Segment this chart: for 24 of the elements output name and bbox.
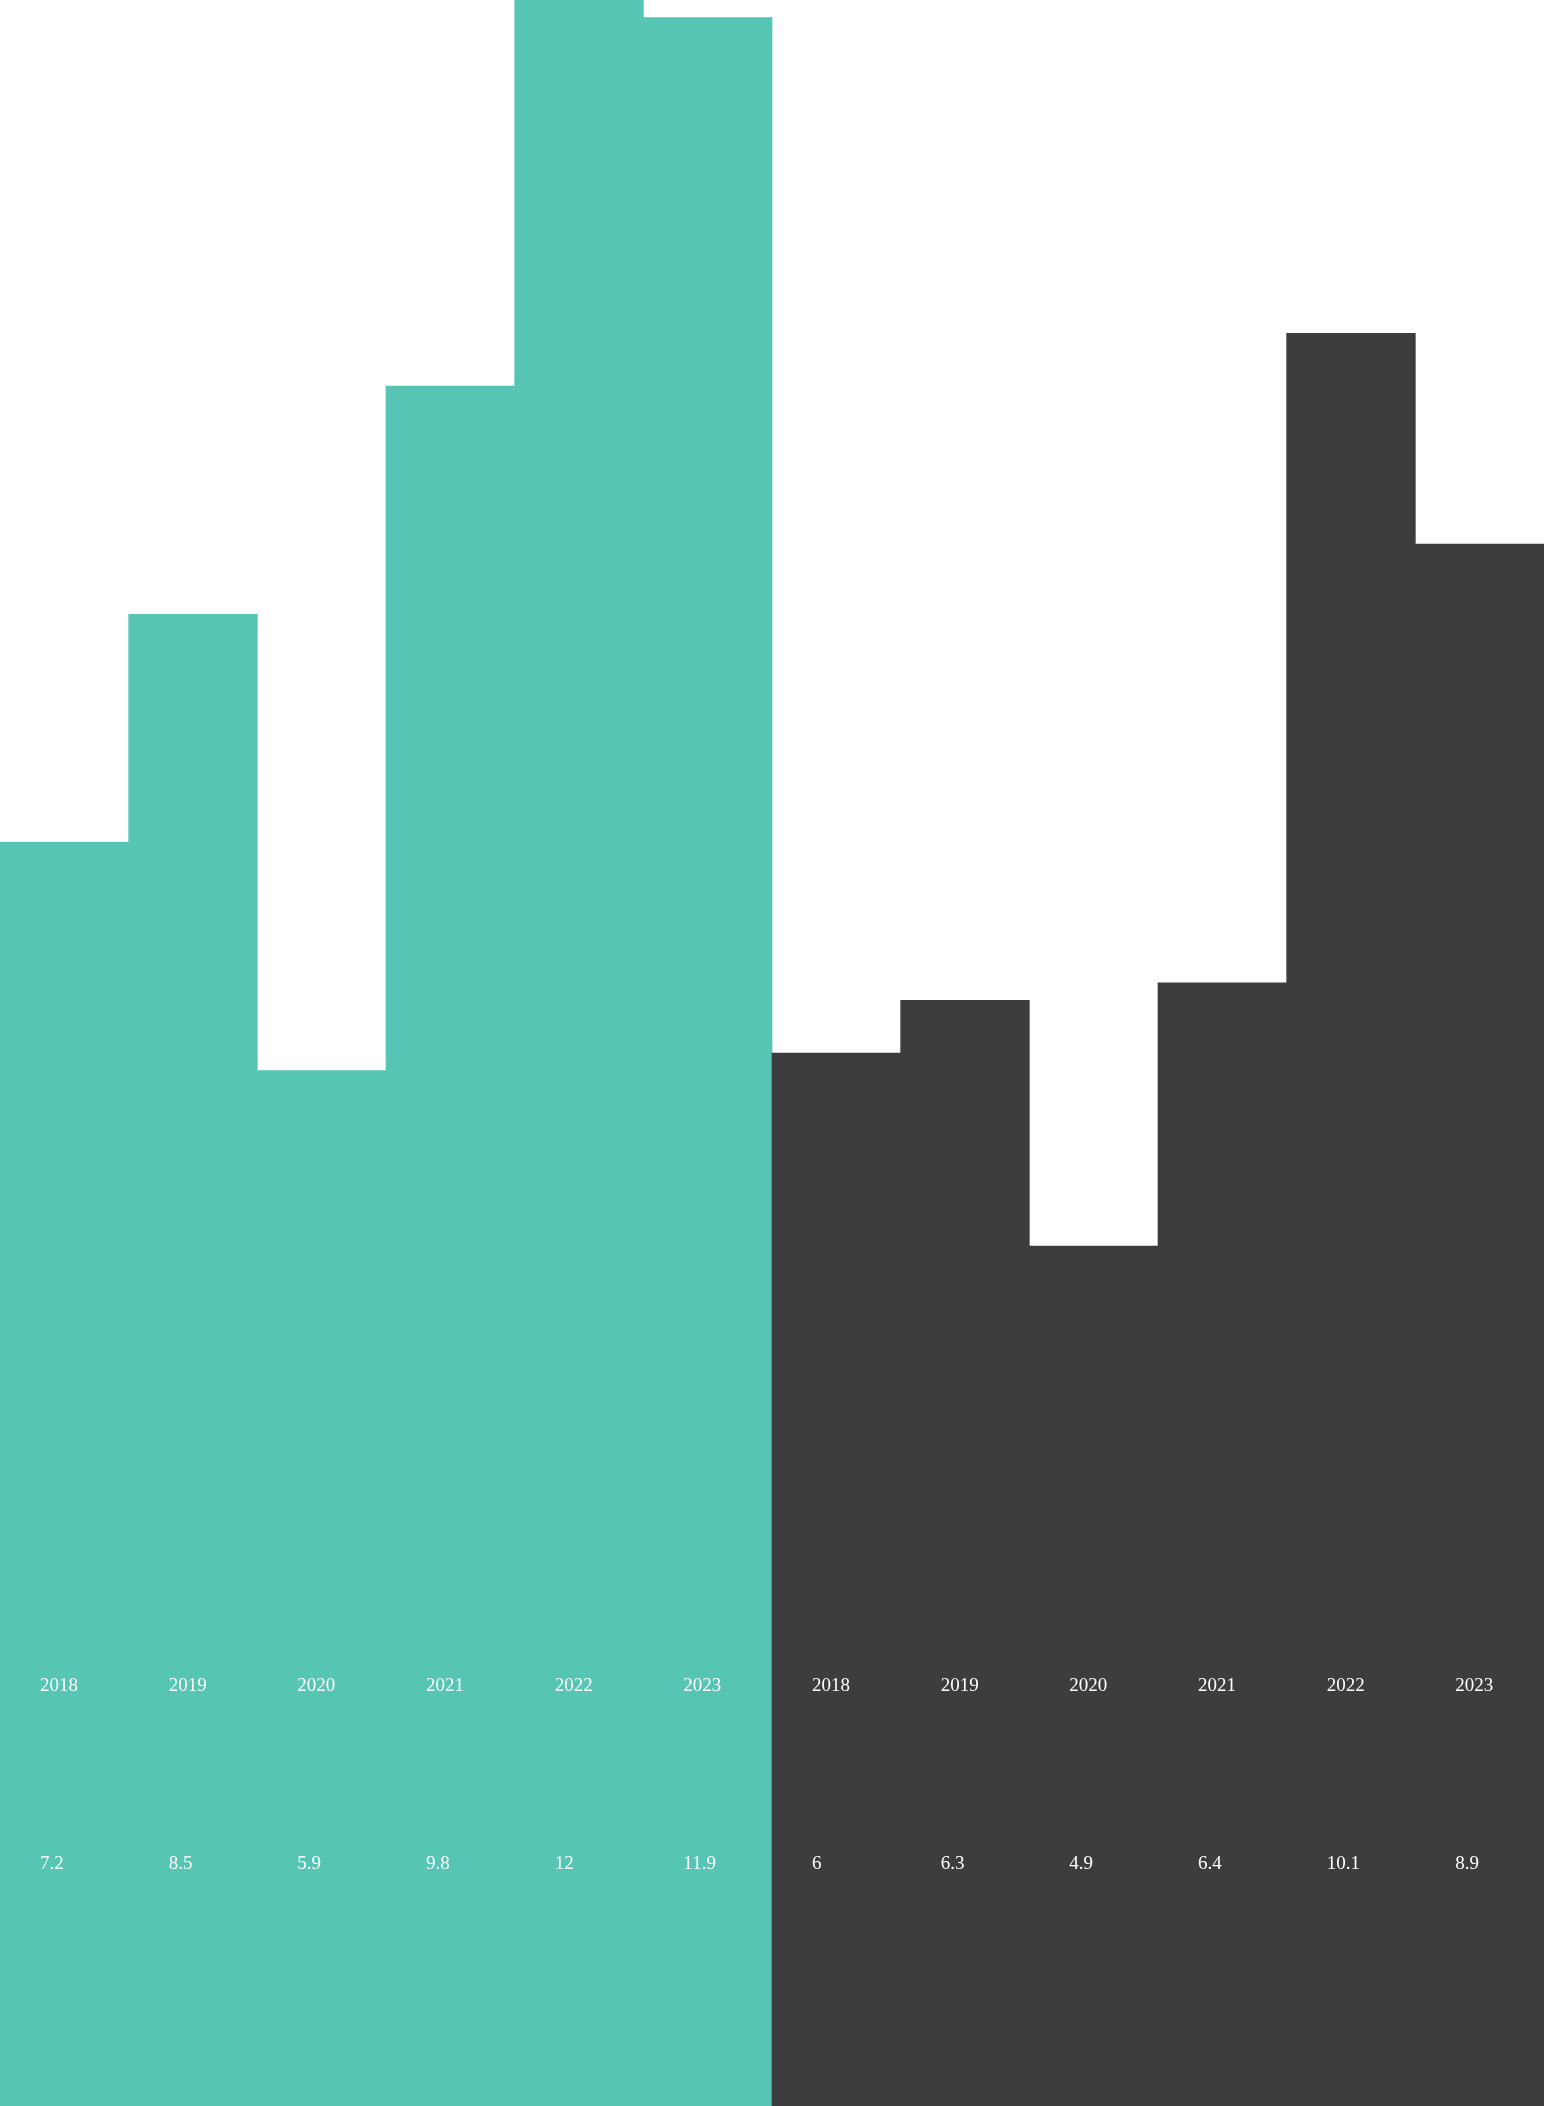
x-tick-label: 2018	[40, 1673, 78, 1695]
data-label: 12	[554, 1851, 574, 1873]
x-tick-label: 2022	[554, 1673, 593, 1695]
x-tick-label: 2021	[1198, 1673, 1236, 1695]
x-tick-label: 2023	[683, 1673, 722, 1695]
data-label: 7.2	[40, 1851, 64, 1873]
x-tick-label: 2021	[426, 1673, 464, 1695]
x-tick-label: 2018	[812, 1673, 850, 1695]
data-label: 6.4	[1198, 1851, 1223, 1873]
x-tick-label: 2023	[1455, 1673, 1494, 1695]
data-label: 8.5	[168, 1851, 193, 1873]
x-tick-label: 2020	[297, 1673, 336, 1695]
x-tick-label: 2019	[940, 1673, 979, 1695]
x-tick-label: 2022	[1326, 1673, 1365, 1695]
data-label: 6.3	[940, 1851, 965, 1873]
data-label: 10.1	[1326, 1851, 1360, 1873]
data-label: 4.9	[1069, 1851, 1094, 1873]
data-label: 5.9	[297, 1851, 322, 1873]
data-label: 8.9	[1455, 1851, 1480, 1873]
data-label: 11.9	[683, 1851, 716, 1873]
x-tick-label: 2019	[168, 1673, 207, 1695]
x-tick-label: 2020	[1069, 1673, 1108, 1695]
data-label: 6	[812, 1851, 822, 1873]
data-label: 9.8	[426, 1851, 450, 1873]
